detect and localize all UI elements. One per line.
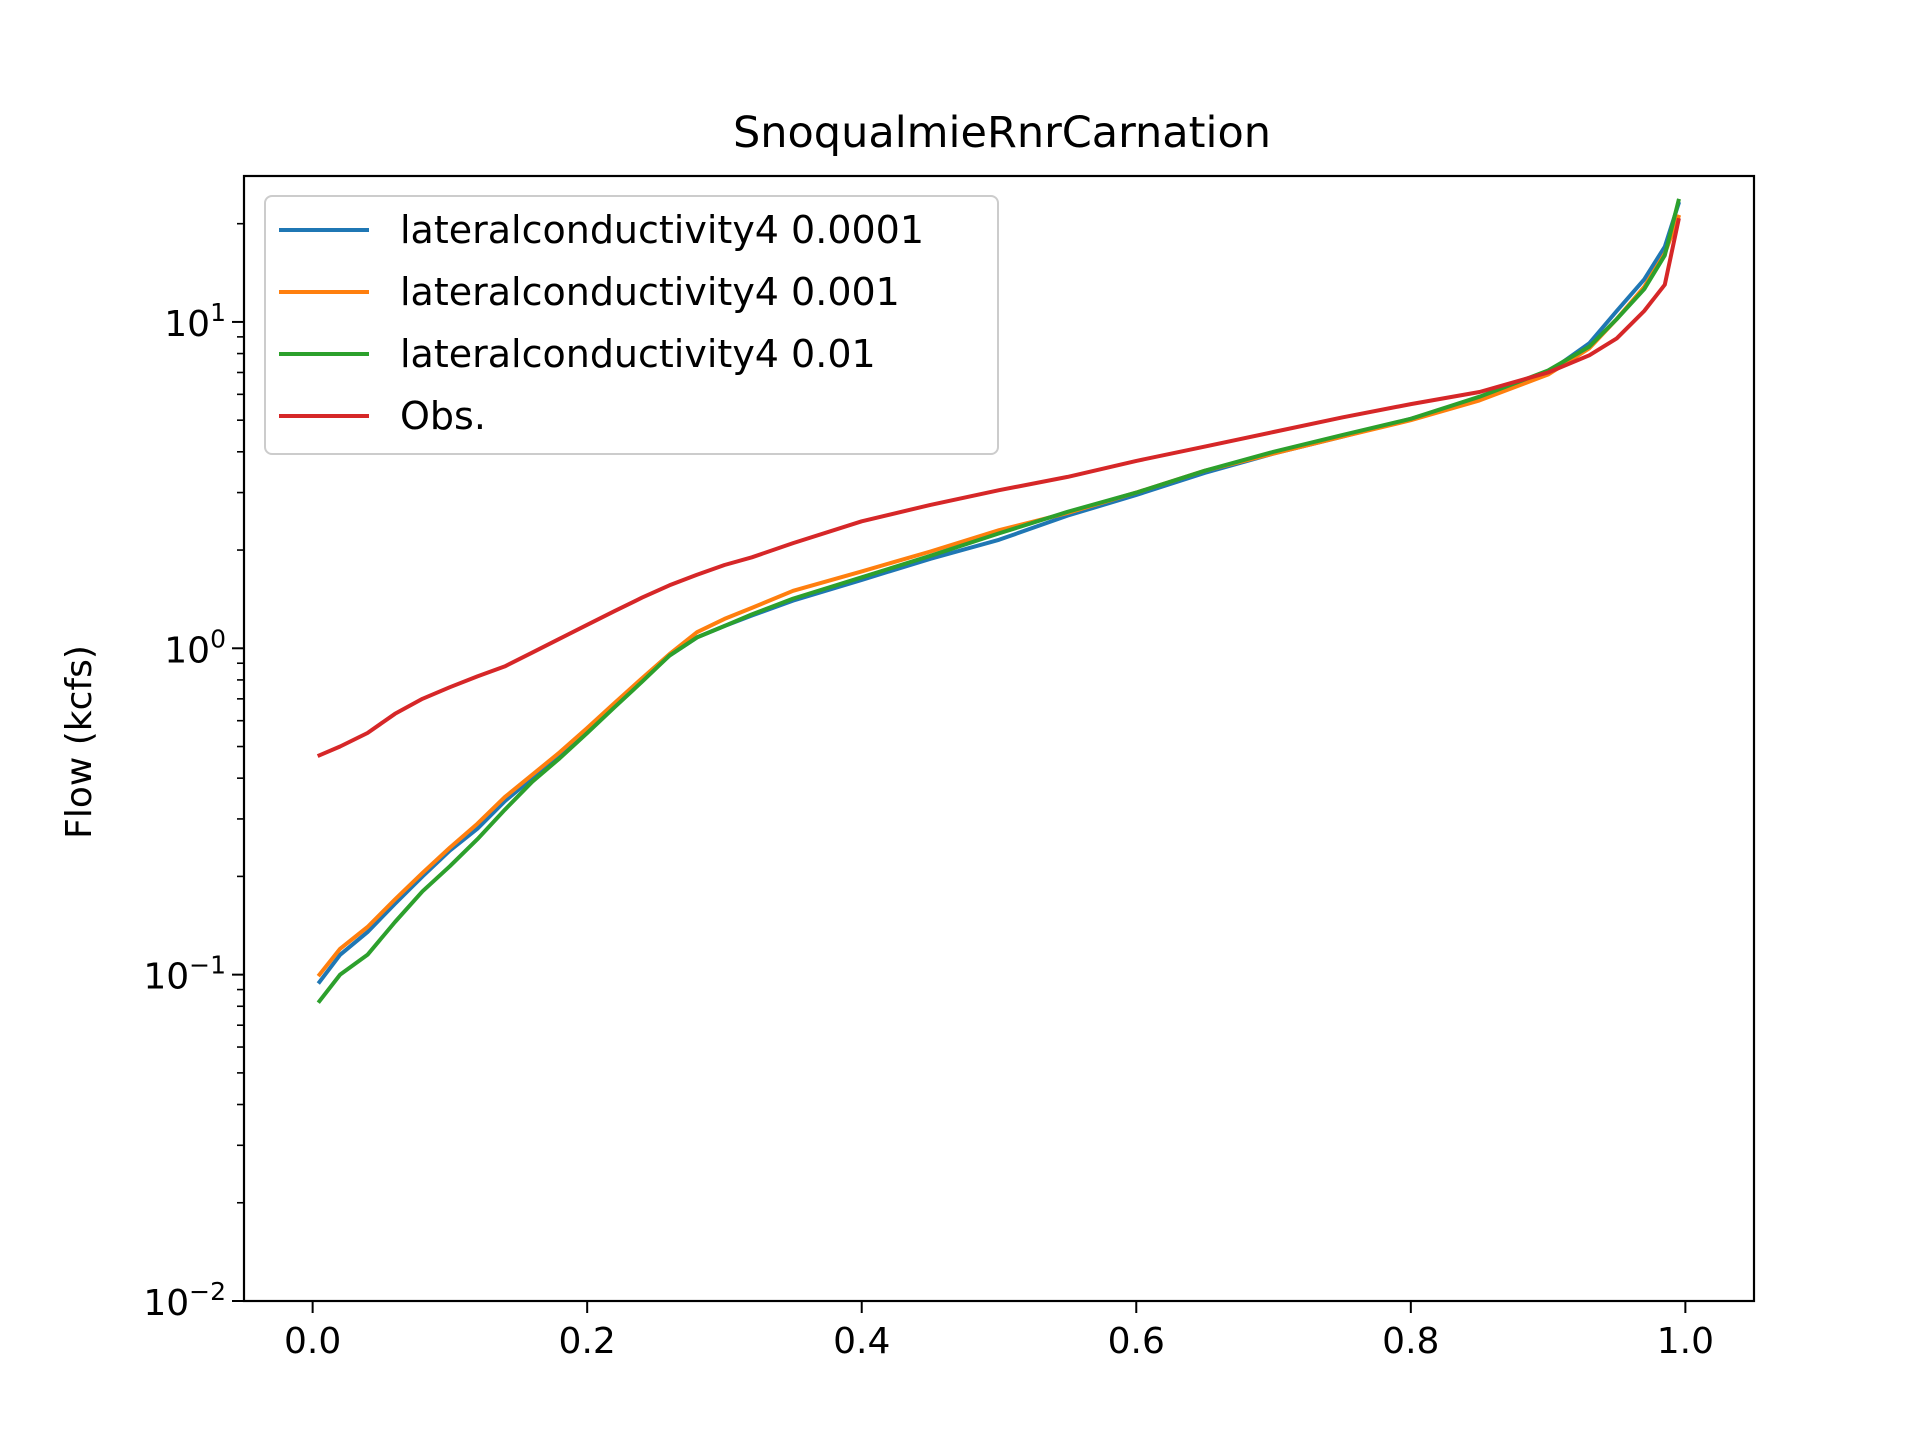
y-tick-label: 10−2 [143,1277,226,1324]
series-line-1 [316,214,1682,978]
legend-label: lateralconductivity4 0.001 [400,270,900,314]
x-tick-label: 1.0 [1657,1321,1714,1362]
x-axis-ticks: 0.0 0.2 0.4 0.6 0.8 1.0 [284,1301,1714,1362]
y-tick-label: 100 [164,624,226,671]
legend-label: Obs. [400,394,486,438]
y-axis-ticks: 101 100 10−1 10−2 [143,222,244,1324]
legend-box [264,195,999,455]
legend-label: lateralconductivity4 0.01 [400,332,876,376]
y-axis-label: Flow (kcfs) [59,645,100,839]
chart-title: SnoqualmieRnrCarnation [733,108,1271,158]
y-tick-label: 101 [164,298,226,345]
x-tick-label: 0.2 [559,1321,616,1362]
legend-label: lateralconductivity4 0.0001 [400,208,924,252]
x-tick-label: 0.0 [284,1321,341,1362]
plot-frame [242,174,1756,1303]
series-line-3 [316,217,1681,758]
plot-lines [316,198,1682,1004]
y-tick-label: 10−1 [143,951,226,998]
x-tick-label: 0.8 [1382,1321,1439,1362]
x-tick-label: 0.4 [833,1321,890,1362]
x-tick-label: 0.6 [1108,1321,1165,1362]
legend: lateralconductivity4 0.0001 lateralconduc… [264,195,999,455]
